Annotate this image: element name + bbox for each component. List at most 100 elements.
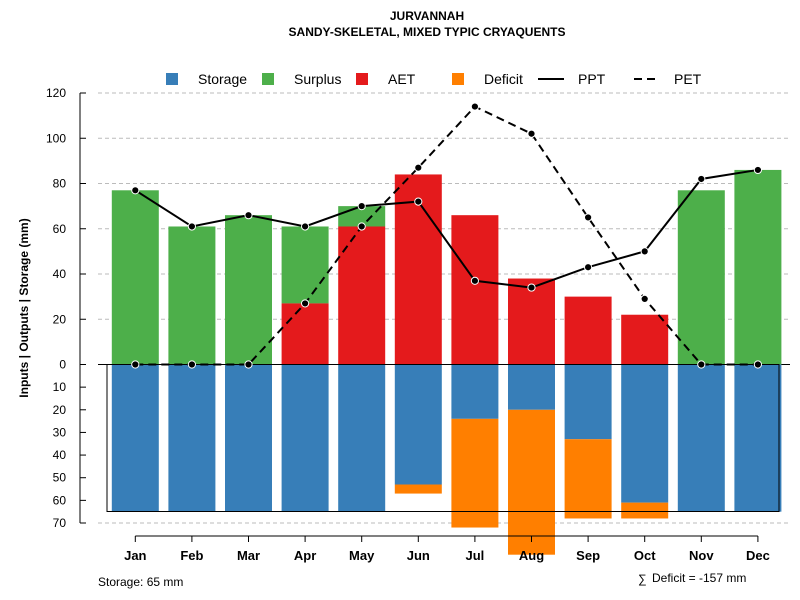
storage-bar (621, 364, 669, 503)
x-tick-label: Jan (124, 548, 146, 563)
legend-swatch-storage (166, 73, 178, 85)
deficit-bars (394, 409, 669, 555)
pet-point (301, 299, 310, 308)
aet-bar (564, 296, 612, 365)
x-tick-label: Jun (407, 548, 430, 563)
legend-swatch-surplus (262, 73, 274, 85)
y-tick-label: 60 (53, 493, 67, 507)
chart-title: JURVANNAH (390, 9, 464, 23)
pet-line (135, 105, 758, 366)
storage-bar (225, 364, 272, 512)
x-tick-label: Oct (634, 548, 656, 563)
storage-note: Storage: 65 mm (98, 575, 183, 589)
ppt-point (470, 276, 479, 285)
aet-bar (508, 278, 555, 365)
y-tick-label: 80 (53, 177, 67, 191)
storage-bar (677, 364, 725, 512)
pet-point (640, 294, 649, 303)
ppt-point (357, 202, 366, 211)
ppt-point (753, 165, 763, 175)
ppt-point (414, 197, 423, 206)
x-axis: Jan Feb Mar Apr May Jun Jul Aug Sep Oct Nov Dec (124, 535, 770, 563)
series-lines (131, 102, 763, 369)
ppt-point (301, 222, 310, 231)
legend-label: Deficit (484, 71, 523, 87)
y-tick-label: 100 (46, 131, 66, 145)
ppt-line (134, 168, 759, 289)
ppt-point (527, 283, 536, 292)
y-tick-label: 40 (53, 267, 67, 281)
legend-label: Surplus (294, 71, 341, 87)
y-tick-label: 0 (59, 358, 66, 372)
aet-bars (281, 174, 669, 365)
surplus-bar (677, 190, 725, 365)
deficit-bar (394, 484, 442, 494)
storage-bar (338, 364, 386, 512)
pet-point (357, 222, 366, 231)
x-tick-label: Nov (689, 548, 714, 563)
legend-label: PET (674, 71, 702, 87)
aet-bar (338, 226, 386, 365)
surplus-bar (734, 169, 782, 365)
storage-capacity-box (106, 364, 780, 512)
pet-point (753, 360, 763, 369)
storage-bar (281, 364, 329, 512)
ppt-point (640, 247, 649, 256)
legend-label: PPT (578, 71, 606, 87)
surplus-bar (225, 215, 272, 365)
pet-point (584, 213, 593, 222)
y-tick-label: 30 (53, 425, 67, 439)
deficit-bar (564, 439, 612, 519)
storage-bar (508, 364, 555, 410)
deficit-bar (621, 502, 669, 519)
y-tick-label: 20 (53, 312, 67, 326)
pet-point (527, 129, 536, 138)
aet-bar (281, 303, 329, 365)
storage-bar (734, 364, 782, 512)
pet-point (244, 360, 253, 369)
ppt-point (131, 186, 140, 195)
storage-bar (168, 364, 216, 512)
x-tick-label: Aug (519, 548, 544, 563)
pet-point (470, 102, 479, 111)
surplus-bar (168, 226, 216, 365)
surplus-bar (281, 226, 329, 304)
y-tick-label: 60 (53, 222, 67, 236)
pet-point (697, 360, 706, 369)
surplus-bar (111, 190, 159, 365)
deficit-bar (451, 418, 499, 528)
legend-label: AET (388, 71, 416, 87)
y-axis: 0 20 40 60 80 100 120 10 20 30 40 50 60 70 (46, 86, 86, 530)
storage-bar (394, 364, 442, 485)
surplus-bars (111, 169, 782, 365)
aet-bar (394, 174, 442, 365)
ppt-point (584, 263, 593, 272)
ppt-point (187, 222, 196, 231)
y-tick-label: 70 (53, 516, 67, 530)
storage-bars (111, 364, 782, 512)
x-tick-label: Feb (180, 548, 203, 563)
deficit-bar (508, 409, 555, 555)
legend-label: Storage (198, 71, 247, 87)
x-tick-label: Dec (746, 548, 770, 563)
storage-bar (111, 364, 159, 512)
sum-symbol: ∑ (638, 572, 647, 586)
x-tick-label: Apr (294, 548, 316, 563)
pet-point (187, 360, 196, 369)
legend-swatch-deficit (452, 73, 464, 85)
x-tick-label: Sep (576, 548, 600, 563)
storage-bar (451, 364, 499, 419)
legend: Storage Surplus AET Deficit PPT PET (166, 71, 702, 87)
deficit-note: Deficit = -157 mm (652, 571, 746, 585)
y-tick-label: 20 (53, 403, 67, 417)
y-tick-label: 40 (53, 448, 67, 462)
legend-swatch-aet (356, 73, 368, 85)
x-tick-label: Jul (466, 548, 485, 563)
ppt-point (244, 211, 253, 220)
aet-bar (621, 314, 669, 365)
pet-point (414, 163, 423, 172)
pet-point (131, 360, 140, 369)
y-tick-label: 120 (46, 86, 66, 100)
y-axis-label: Inputs | Outputs | Storage (mm) (17, 218, 31, 397)
